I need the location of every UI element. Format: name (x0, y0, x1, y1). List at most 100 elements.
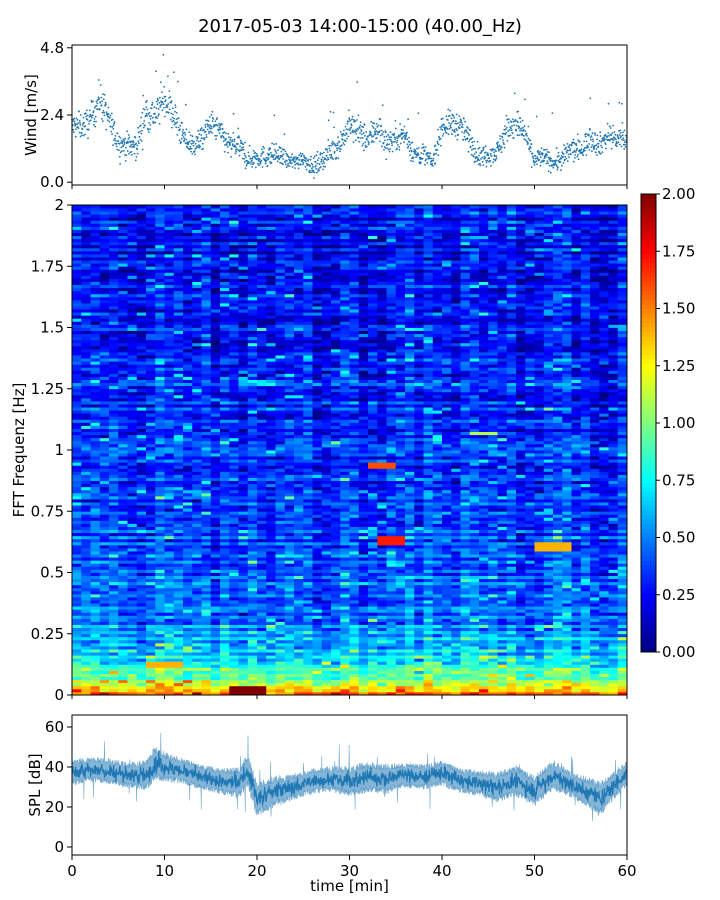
spectrogram-cell (331, 685, 341, 690)
spectrogram-cell (146, 676, 156, 681)
spectrogram-cell (368, 649, 378, 653)
spectrogram-cell (571, 548, 582, 552)
spectrogram-cell (284, 642, 295, 647)
spectrogram-cell (72, 538, 82, 543)
spectrogram-cell (192, 597, 202, 601)
wind-point (293, 157, 296, 160)
spectrogram-cell (608, 661, 619, 665)
spectrogram-cell (109, 673, 119, 678)
spectrogram-cell (303, 624, 313, 629)
spectrogram-cell (599, 535, 609, 540)
spectrogram-cell (312, 624, 323, 629)
wind-point (315, 168, 318, 170)
spectrogram-cell (349, 569, 360, 573)
spectrogram-cell (506, 606, 517, 610)
wind-point (341, 135, 344, 137)
wind-point (356, 119, 358, 121)
spectrogram-cell (210, 538, 221, 543)
spectrogram-cell (553, 618, 563, 622)
spectrogram-cell (562, 646, 572, 650)
wind-point (623, 129, 626, 132)
wind-point (139, 124, 142, 127)
spectrogram-cell (109, 624, 119, 629)
wind-point (594, 132, 596, 135)
spectrogram-cell (238, 557, 249, 561)
wind-point (132, 141, 135, 144)
spectrogram-cell (173, 624, 184, 629)
spectrogram-cell (136, 544, 147, 549)
spectrogram-cell (238, 630, 249, 635)
wind-point (123, 141, 126, 144)
spectrogram-cell (183, 569, 193, 573)
spectrogram-cell (321, 636, 332, 641)
wind-point (119, 137, 122, 139)
wind-point (475, 156, 478, 159)
spectrogram-cell (340, 661, 350, 665)
spectrogram-cell (312, 581, 323, 586)
spectrogram-cell (72, 688, 82, 693)
wind-point (252, 163, 254, 166)
wind-point (218, 126, 221, 129)
spectrogram-cell (543, 584, 554, 589)
spectrogram-cell (155, 554, 165, 558)
spectrogram-cell (488, 612, 498, 616)
spectrogram-cell (516, 624, 526, 629)
spectrogram-cell (247, 618, 258, 622)
spectrogram-cell (164, 624, 175, 629)
spectrogram-cell (423, 642, 434, 647)
wind-point (521, 119, 524, 122)
spectrogram-cell (525, 639, 535, 644)
wind-point (622, 137, 625, 140)
spectrogram-cell (155, 627, 165, 632)
wind-point (208, 130, 210, 133)
spectrogram-cell (414, 560, 424, 564)
spectrogram-cell (146, 618, 156, 622)
spectrogram-cell (201, 584, 212, 589)
spectrogram-cell (395, 554, 406, 558)
spectrogram-cell (146, 554, 156, 558)
spectrogram-cell (173, 633, 184, 638)
spectrogram-cell (210, 566, 221, 570)
spectrogram-cell (183, 618, 193, 622)
spectrogram-cell (312, 584, 323, 589)
spectrogram-cell (118, 541, 128, 546)
spectrogram-cell (90, 673, 101, 678)
spectrogram-cell (580, 593, 591, 598)
wind-point (502, 133, 505, 135)
wind-point (479, 162, 481, 165)
spectrogram-cell (534, 557, 545, 561)
spectrogram-cell (146, 584, 156, 589)
spectrogram-cell (460, 535, 471, 540)
spectrogram-cell (109, 630, 119, 635)
spectrogram-cell (469, 633, 480, 638)
spectrogram-cell (72, 658, 82, 662)
wind-point (386, 143, 389, 146)
spectrogram-cell (534, 655, 545, 659)
wind-point (545, 152, 548, 155)
wind-point (225, 144, 228, 146)
spectrogram-cell (543, 593, 554, 598)
spectrogram-cell (229, 572, 239, 576)
spectrogram-cell (220, 646, 230, 650)
spectrogram-cell (109, 688, 119, 693)
spectrogram-cell (590, 664, 600, 668)
spectrogram-cell (543, 609, 554, 613)
spectrogram-cell (303, 615, 313, 619)
spectrogram-cell (617, 578, 628, 583)
spectrogram-cell (368, 569, 378, 573)
wind-point (384, 147, 387, 149)
spectrogram-cell (358, 682, 369, 687)
spectrogram-cell (534, 630, 545, 635)
spectrogram-cell (257, 548, 267, 552)
spectrogram-cell (136, 649, 147, 653)
wind-point (236, 136, 239, 139)
spectrogram-cell (312, 655, 323, 659)
wind-point (495, 157, 498, 160)
wind-point (151, 101, 154, 104)
spectrogram-cell (72, 646, 82, 650)
spectrogram-cell (488, 548, 498, 552)
spectrogram-cell (303, 575, 313, 580)
wind-point (335, 156, 338, 159)
wind-point (260, 159, 263, 162)
spectrogram-cell (81, 593, 91, 598)
